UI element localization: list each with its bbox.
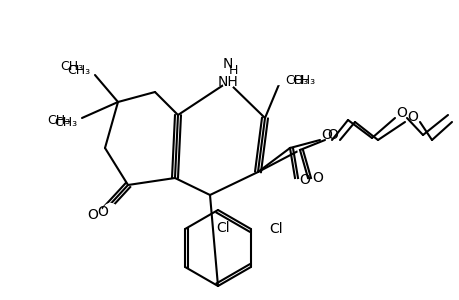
Text: Cl: Cl bbox=[269, 222, 282, 236]
Text: O: O bbox=[87, 208, 98, 222]
Text: N: N bbox=[222, 57, 233, 71]
Text: CH₃: CH₃ bbox=[285, 74, 308, 86]
Text: O: O bbox=[299, 173, 310, 187]
Text: O: O bbox=[327, 128, 338, 142]
Text: CH₃: CH₃ bbox=[291, 74, 314, 86]
Text: O: O bbox=[97, 205, 108, 219]
Text: O: O bbox=[407, 110, 418, 124]
Text: CH₃: CH₃ bbox=[60, 61, 83, 74]
Text: O: O bbox=[396, 106, 407, 120]
Text: Cl: Cl bbox=[216, 221, 230, 235]
Text: CH₃: CH₃ bbox=[67, 64, 90, 76]
Text: O: O bbox=[321, 128, 332, 142]
Text: CH₃: CH₃ bbox=[54, 116, 77, 130]
Text: O: O bbox=[312, 171, 323, 185]
Text: H: H bbox=[228, 64, 237, 76]
Text: CH₃: CH₃ bbox=[47, 113, 70, 127]
Text: NH: NH bbox=[217, 75, 238, 89]
